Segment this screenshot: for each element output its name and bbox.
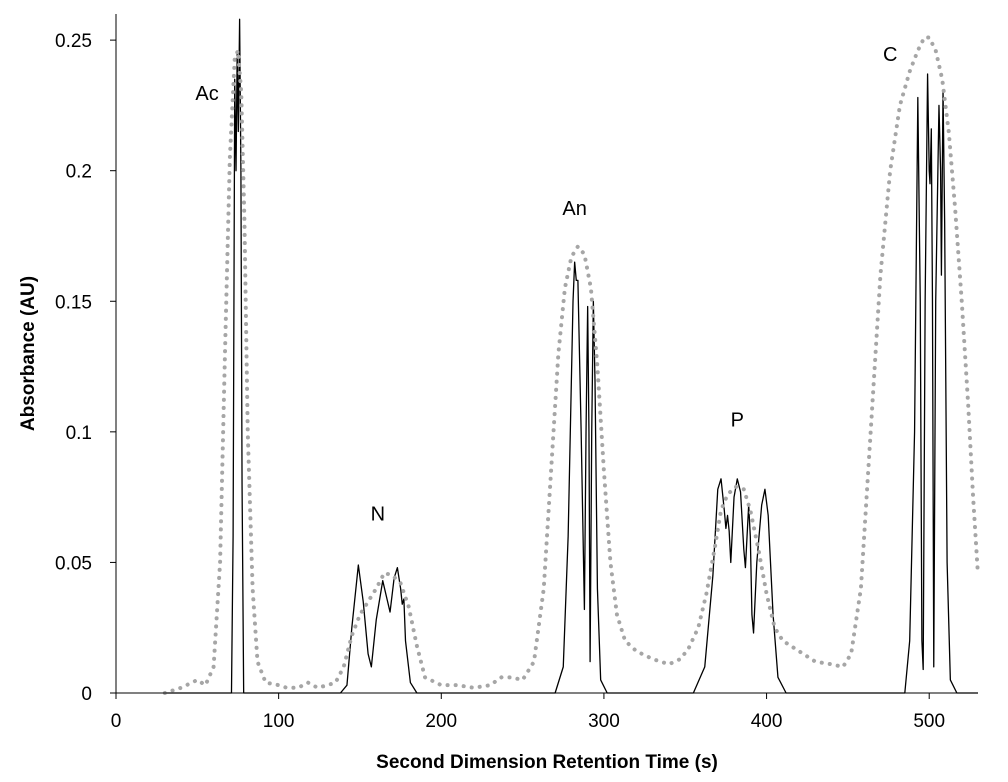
x-tick-label: 400: [751, 711, 783, 732]
x-tick-label: 0: [111, 711, 122, 732]
y-tick-label: 0.15: [55, 292, 92, 313]
y-axis-title: Absorbance (AU): [18, 276, 39, 431]
x-tick-label: 100: [263, 711, 295, 732]
x-tick-label: 500: [913, 711, 945, 732]
series-solid-line: [164, 18, 978, 694]
peak-label-c: C: [883, 44, 897, 66]
axes: [110, 14, 978, 699]
peak-label-an: An: [562, 198, 586, 220]
y-tick-label: 0.1: [66, 423, 92, 444]
y-tick-label: 0.25: [55, 31, 92, 52]
peak-labels: Ac N An P C: [195, 44, 897, 526]
y-tick-label: 0.2: [66, 162, 92, 183]
x-tick-label: 200: [425, 711, 457, 732]
y-tick-label: 0: [81, 684, 92, 705]
y-tick-label: 0.05: [55, 553, 92, 574]
peak-label-p: P: [731, 410, 744, 432]
peak-label-n: N: [371, 504, 385, 526]
x-tick-label: 300: [588, 711, 620, 732]
tick-labels: 0 0.05 0.1 0.15 0.2 0.25 0 100 200 300 400 500: [55, 31, 945, 732]
plot-area: [162, 18, 980, 695]
x-axis-title: Second Dimension Retention Time (s): [376, 752, 718, 773]
peak-label-ac: Ac: [195, 83, 218, 105]
